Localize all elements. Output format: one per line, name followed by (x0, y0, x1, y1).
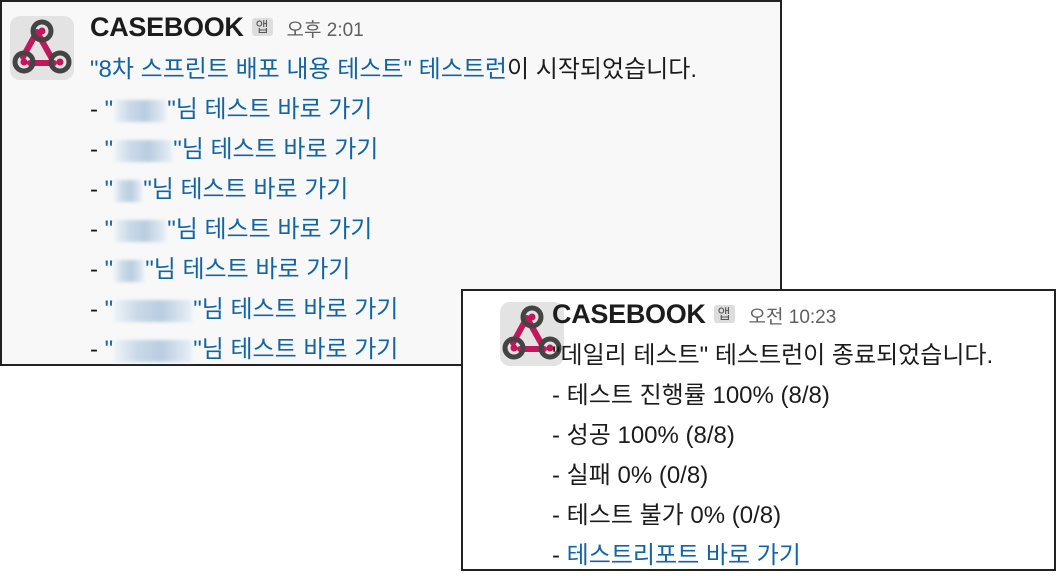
redacted-name (114, 219, 167, 242)
user-test-link[interactable]: "님 테스트 바로 가기 (193, 336, 399, 363)
timestamp[interactable]: 오후 2:01 (286, 20, 364, 41)
user-test-link[interactable]: "님 테스트 바로 가기 (145, 256, 351, 283)
redacted-name (114, 339, 193, 362)
user-test-item: - " "님 테스트 바로 가기 (90, 136, 379, 163)
sender-name[interactable]: CASEBOOK (552, 299, 706, 329)
message-card-sprint: CASEBOOK 앱 오후 2:01 "8차 스프린트 배포 내용 테스트" 테… (0, 0, 782, 366)
message-header: CASEBOOK 앱 오전 10:23 (552, 299, 836, 330)
casebook-avatar[interactable] (10, 16, 74, 80)
user-test-link[interactable]: "님 테스트 바로 가기 (167, 96, 373, 123)
message-card-daily: CASEBOOK 앱 오전 10:23 "데일리 테스트" 테스트런이 종료되었… (461, 289, 1056, 571)
webhook-icon (502, 305, 562, 360)
intro-suffix: 이 시작되었습니다. (507, 56, 697, 83)
report-link[interactable]: 테스트리포트 바로 가기 (566, 542, 801, 569)
redacted-name (114, 259, 145, 282)
redacted-name (114, 99, 167, 122)
stat-progress: - 테스트 진행률 100% (8/8) (552, 382, 830, 409)
app-badge: 앱 (713, 305, 735, 323)
user-test-link[interactable]: "님 테스트 바로 가기 (143, 176, 349, 203)
user-test-item: - " "님 테스트 바로 가기 (90, 296, 399, 323)
report-item: - 테스트리포트 바로 가기 (552, 542, 801, 569)
webhook-icon (12, 19, 72, 74)
user-test-item: - " "님 테스트 바로 가기 (90, 336, 399, 363)
app-badge: 앱 (251, 18, 273, 36)
casebook-avatar[interactable] (500, 302, 564, 366)
user-test-item: - " "님 테스트 바로 가기 (90, 96, 373, 123)
testrun-link[interactable]: "8차 스프린트 배포 내용 테스트" 테스트런 (90, 56, 508, 83)
sender-name[interactable]: CASEBOOK (90, 12, 244, 42)
user-test-item: - " "님 테스트 바로 가기 (90, 176, 349, 203)
stat-untestable: - 테스트 불가 0% (0/8) (552, 502, 782, 529)
stat-failure: - 실패 0% (0/8) (552, 462, 709, 489)
redacted-name (114, 139, 173, 162)
redacted-name (114, 299, 193, 322)
timestamp[interactable]: 오전 10:23 (748, 307, 837, 328)
redacted-name (114, 179, 143, 202)
stat-success: - 성공 100% (8/8) (552, 422, 735, 449)
user-test-link[interactable]: "님 테스트 바로 가기 (167, 216, 373, 243)
user-test-item: - " "님 테스트 바로 가기 (90, 256, 351, 283)
message-header: CASEBOOK 앱 오후 2:01 (90, 12, 364, 43)
message-intro: "데일리 테스트" 테스트런이 종료되었습니다. (552, 342, 994, 369)
user-test-link[interactable]: "님 테스트 바로 가기 (193, 296, 399, 323)
user-test-item: - " "님 테스트 바로 가기 (90, 216, 373, 243)
message-body: "데일리 테스트" 테스트런이 종료되었습니다. - 테스트 진행률 100% … (552, 336, 993, 576)
message-intro: "8차 스프린트 배포 내용 테스트" 테스트런이 시작되었습니다. (90, 50, 697, 90)
user-test-link[interactable]: "님 테스트 바로 가기 (173, 136, 379, 163)
message-body: "8차 스프린트 배포 내용 테스트" 테스트런이 시작되었습니다. - " "님… (90, 50, 697, 370)
